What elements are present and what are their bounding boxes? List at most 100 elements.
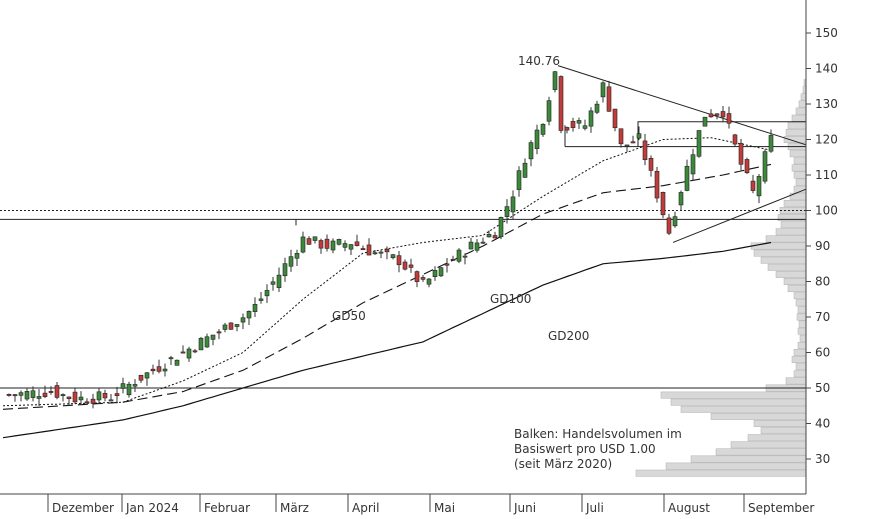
volume-bar [775, 228, 807, 236]
candle-body [96, 391, 102, 401]
candle-body [90, 398, 96, 404]
volume-bar [715, 448, 807, 456]
volume-bar [793, 292, 807, 300]
candle-body [648, 158, 654, 171]
y-tick-label: 130 [815, 97, 838, 111]
candle-body [522, 162, 528, 178]
candle-body [246, 311, 252, 319]
volume-note-line-1: Balken: Handelsvolumen im [514, 427, 682, 441]
candle-body [126, 383, 132, 396]
candle-body [696, 130, 702, 157]
candle-body [642, 140, 648, 161]
candle-body [534, 129, 540, 149]
y-tick-label: 100 [815, 204, 838, 218]
y-tick-label: 140 [815, 62, 838, 76]
candle-body [30, 390, 36, 398]
candle-body [258, 298, 264, 301]
volume-bar [783, 199, 807, 207]
gd50-line [2, 137, 772, 407]
candle-body [486, 233, 492, 238]
volume-bar [793, 171, 807, 179]
candle-body [564, 127, 570, 131]
candle-body [528, 142, 534, 160]
reference-lines [0, 65, 807, 389]
candle-body [132, 384, 138, 387]
candle-body [372, 252, 378, 255]
candle-body [186, 348, 192, 359]
volume-bar [787, 121, 807, 129]
peak-label: 140.76 [518, 54, 560, 68]
candle-body [612, 108, 618, 129]
candle-body [198, 337, 204, 351]
volume-bar [753, 249, 807, 257]
volume-bar [791, 114, 807, 122]
candle-body [72, 391, 78, 403]
candle-body [366, 244, 372, 256]
volume-bar [690, 455, 807, 463]
candle-body [708, 113, 714, 118]
y-tick-label: 70 [815, 310, 830, 324]
candle-body [516, 170, 522, 190]
candle-body [414, 271, 420, 282]
candle-body [426, 278, 432, 285]
candle-body [402, 261, 408, 270]
candle-body [450, 258, 456, 261]
y-tick-label: 60 [815, 346, 830, 360]
resistance-trendline [557, 65, 807, 146]
volume-bar [660, 391, 807, 399]
annotations: 140.76 GD50 GD100 GD200 Balken: Handelsv… [332, 54, 682, 471]
candle-body [156, 366, 162, 372]
candle-body [618, 128, 624, 145]
candle-body [150, 368, 156, 372]
candle-body [288, 256, 294, 267]
candle-body [312, 236, 318, 241]
candle-body [768, 135, 774, 152]
support-trendline [672, 188, 807, 243]
volume-bar [750, 242, 807, 250]
candle-body [360, 248, 366, 251]
candle-body [162, 368, 168, 372]
candle-body [378, 251, 384, 254]
candle-body [24, 391, 30, 400]
volume-bar [775, 270, 807, 278]
candle-body [558, 76, 564, 131]
candle-body [684, 165, 690, 191]
candle-body [420, 277, 426, 280]
candle-body [102, 392, 108, 399]
x-tick-label: September [748, 501, 814, 515]
x-tick-label: Juli [585, 501, 604, 515]
candle-body [630, 141, 636, 144]
gd200-line [2, 241, 772, 439]
candle-body [762, 151, 768, 182]
candle-body [300, 236, 306, 253]
x-tick-label: August [668, 501, 710, 515]
candle-body [672, 216, 678, 227]
volume-bar [798, 100, 807, 108]
volume-bar [760, 427, 807, 435]
candle-body [756, 176, 762, 197]
candle-body [474, 242, 480, 251]
candle-body [576, 120, 582, 124]
volume-bar [730, 441, 807, 449]
y-tick-label: 90 [815, 239, 830, 253]
volume-bar [795, 363, 807, 371]
x-tick-label: April [352, 501, 379, 515]
candle-body [498, 216, 504, 238]
candle-body [348, 244, 354, 250]
candle-body [690, 154, 696, 175]
volume-bar [799, 334, 807, 342]
candlesticks [6, 71, 774, 409]
volume-bar [795, 178, 807, 186]
volume-bar [795, 299, 807, 307]
volume-note-line-2: Basiswert pro USD 1.00 [514, 442, 656, 456]
volume-bar [747, 434, 807, 442]
volume-bar [797, 341, 807, 349]
candle-body [750, 180, 756, 191]
candle-body [444, 263, 450, 266]
volume-bar [780, 221, 807, 229]
candle-body [240, 317, 246, 323]
gd50-label: GD50 [332, 309, 366, 323]
volume-bar [797, 327, 807, 335]
candle-body [468, 241, 474, 250]
